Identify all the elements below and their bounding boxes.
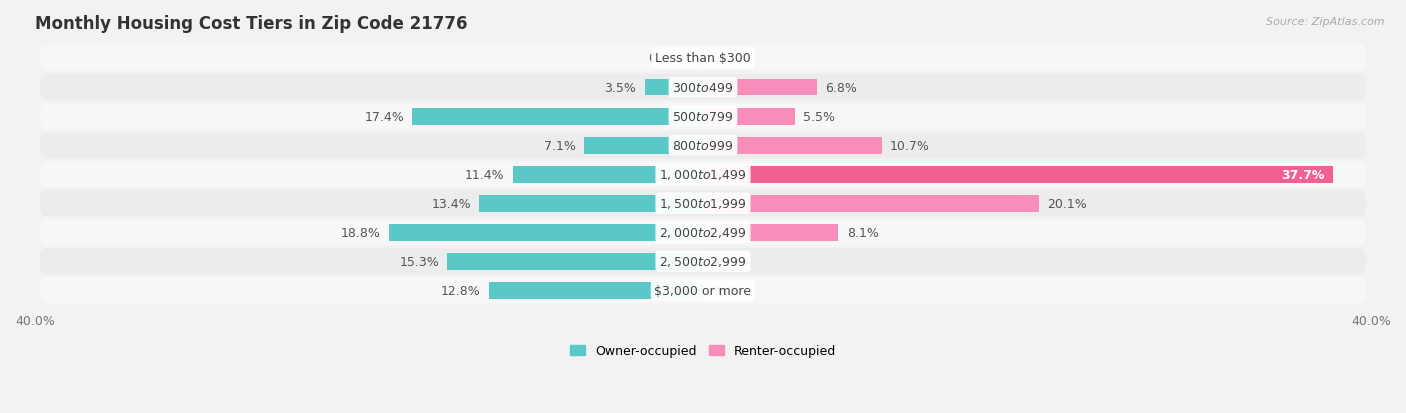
Bar [479, 195, 703, 212]
Text: 0.0%: 0.0% [711, 255, 744, 268]
FancyBboxPatch shape [39, 278, 1367, 304]
Bar [703, 166, 1333, 183]
Bar [703, 79, 817, 96]
Bar [703, 138, 882, 154]
Text: $800 to $999: $800 to $999 [672, 139, 734, 152]
Text: Less than $300: Less than $300 [655, 52, 751, 65]
Text: 5.5%: 5.5% [803, 110, 835, 123]
Text: $300 to $499: $300 to $499 [672, 81, 734, 94]
Bar [703, 195, 1039, 212]
FancyBboxPatch shape [39, 104, 1367, 130]
Bar [412, 108, 703, 125]
Text: 3.5%: 3.5% [605, 81, 636, 94]
Text: 20.1%: 20.1% [1047, 197, 1087, 210]
Text: 6.8%: 6.8% [825, 81, 856, 94]
Bar [696, 50, 703, 67]
FancyBboxPatch shape [39, 46, 1367, 72]
Text: $1,500 to $1,999: $1,500 to $1,999 [659, 197, 747, 211]
FancyBboxPatch shape [39, 133, 1367, 159]
Text: Source: ZipAtlas.com: Source: ZipAtlas.com [1267, 17, 1385, 26]
Text: 0.0%: 0.0% [711, 284, 744, 297]
Text: 7.1%: 7.1% [544, 139, 576, 152]
Text: $1,000 to $1,499: $1,000 to $1,499 [659, 168, 747, 182]
Bar [513, 166, 703, 183]
Bar [585, 138, 703, 154]
Bar [703, 224, 838, 241]
Text: 0.39%: 0.39% [648, 52, 688, 65]
FancyBboxPatch shape [39, 191, 1367, 217]
Bar [703, 108, 794, 125]
Text: $3,000 or more: $3,000 or more [655, 284, 751, 297]
Bar [489, 282, 703, 299]
Text: 37.7%: 37.7% [1281, 168, 1324, 181]
Text: 13.4%: 13.4% [432, 197, 471, 210]
Legend: Owner-occupied, Renter-occupied: Owner-occupied, Renter-occupied [565, 339, 841, 363]
Text: $500 to $799: $500 to $799 [672, 110, 734, 123]
Text: 8.1%: 8.1% [846, 226, 879, 239]
Text: 10.7%: 10.7% [890, 139, 929, 152]
FancyBboxPatch shape [39, 220, 1367, 246]
Bar [389, 224, 703, 241]
Bar [644, 79, 703, 96]
Text: Monthly Housing Cost Tiers in Zip Code 21776: Monthly Housing Cost Tiers in Zip Code 2… [35, 15, 467, 33]
Text: 12.8%: 12.8% [441, 284, 481, 297]
Text: $2,000 to $2,499: $2,000 to $2,499 [659, 226, 747, 240]
Text: 15.3%: 15.3% [399, 255, 439, 268]
Text: $2,500 to $2,999: $2,500 to $2,999 [659, 255, 747, 269]
Text: 17.4%: 17.4% [364, 110, 404, 123]
FancyBboxPatch shape [39, 249, 1367, 275]
Text: 11.4%: 11.4% [464, 168, 505, 181]
Bar [447, 253, 703, 270]
FancyBboxPatch shape [39, 162, 1367, 188]
FancyBboxPatch shape [39, 75, 1367, 101]
Text: 0.0%: 0.0% [711, 52, 744, 65]
Text: 18.8%: 18.8% [340, 226, 381, 239]
